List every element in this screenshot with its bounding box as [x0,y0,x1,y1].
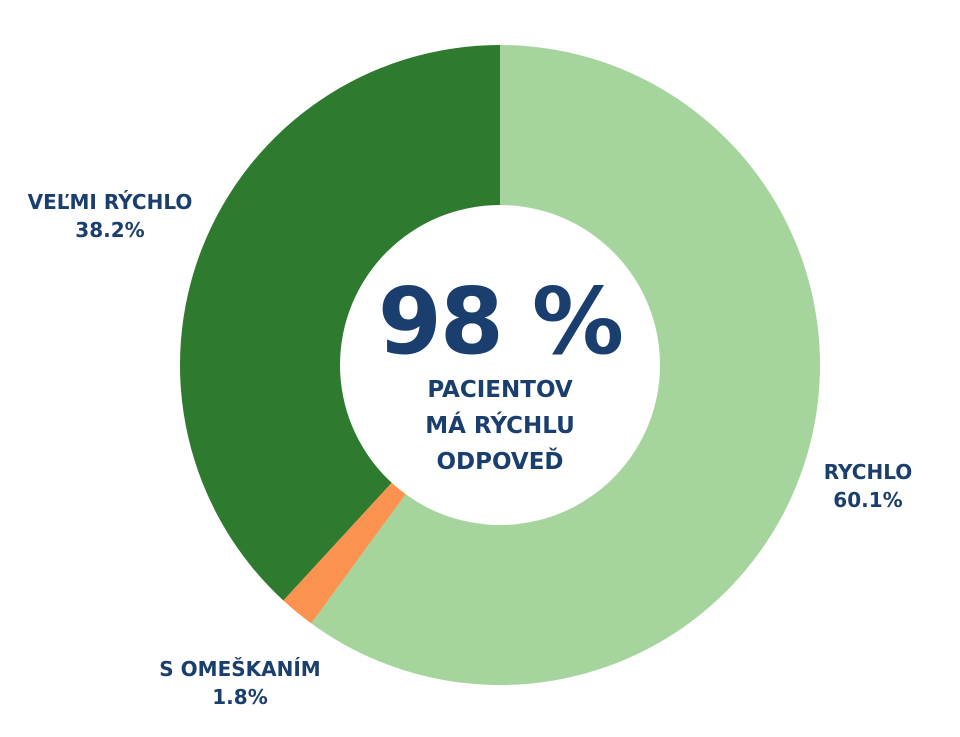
center-caption-line-2: MÁ RÝCHLU [425,413,575,439]
slice-label-rychlo: RYCHLO 60.1% [798,458,938,514]
donut-hole [340,205,660,525]
center-caption-line-1: PACIENTOV [427,377,573,403]
center-caption: PACIENTOV MÁ RÝCHLU ODPOVEĎ [340,372,660,480]
center-caption-line-3: ODPOVEĎ [436,449,564,475]
slice-label-s-omeskanim-name: S OMEŠKANÍM [159,657,321,681]
slice-label-s-omeskanim: S OMEŠKANÍM 1.8% [130,655,350,711]
donut-slice-veľmi-rýchlo [180,45,501,601]
slice-label-velmi-rychlo-value: 38.2% [75,218,145,242]
slice-label-rychlo-name: RYCHLO [823,460,913,484]
center-percentage: 98 % [377,268,624,375]
slice-label-velmi-rychlo-name: VEĽMI RÝCHLO [27,190,193,214]
slice-label-s-omeskanim-value: 1.8% [212,685,268,709]
slice-label-velmi-rychlo: VEĽMI RÝCHLO 38.2% [10,188,210,244]
slice-label-rychlo-value: 60.1% [833,488,903,512]
